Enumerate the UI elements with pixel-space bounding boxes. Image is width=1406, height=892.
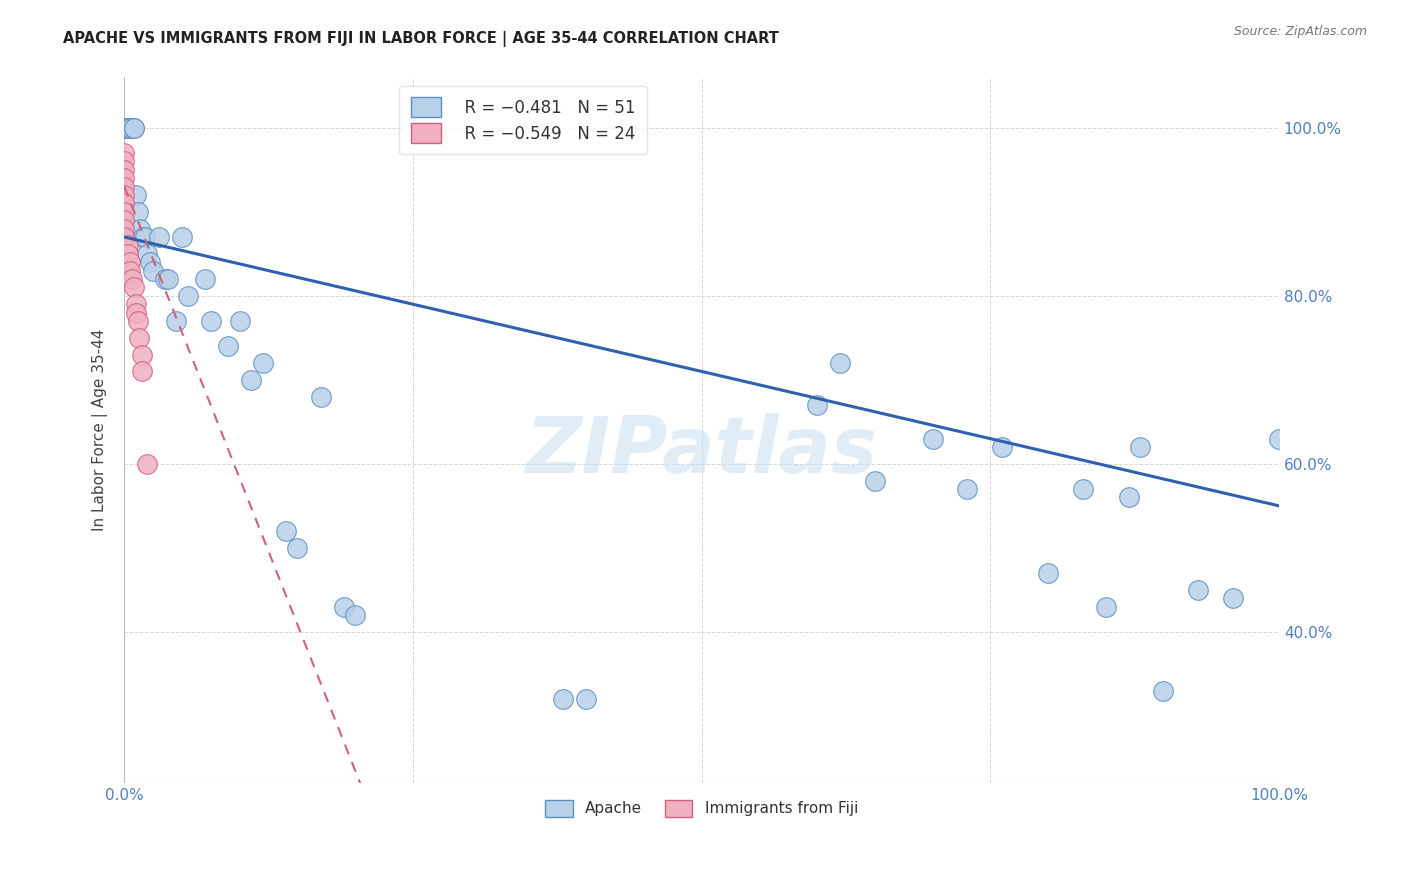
Point: [153, 272, 176, 286]
Text: APACHE VS IMMIGRANTS FROM FIJI IN LABOR FORCE | AGE 35-44 CORRELATION CHART: APACHE VS IMMIGRANTS FROM FIJI IN LABOR …: [63, 31, 779, 47]
Point: [125, 297, 148, 311]
Point: [1222, 591, 1244, 606]
Point: [131, 364, 153, 378]
Point: [112, 213, 135, 227]
Point: [1094, 599, 1116, 614]
Point: [274, 524, 297, 538]
Point: [956, 482, 979, 496]
Point: [112, 230, 135, 244]
Point: [240, 373, 263, 387]
Point: [112, 154, 135, 169]
Point: [863, 474, 886, 488]
Point: [830, 356, 852, 370]
Point: [112, 146, 135, 161]
Point: [575, 692, 598, 706]
Point: [112, 221, 135, 235]
Point: [229, 314, 252, 328]
Point: [806, 398, 828, 412]
Point: [120, 120, 142, 135]
Point: [125, 188, 148, 202]
Point: [1071, 482, 1094, 496]
Point: [1129, 440, 1152, 454]
Point: [165, 314, 187, 328]
Point: [332, 599, 354, 614]
Point: [122, 120, 145, 135]
Point: [287, 541, 309, 555]
Point: [117, 247, 139, 261]
Point: [132, 230, 155, 244]
Point: [112, 120, 135, 135]
Point: [112, 120, 135, 135]
Point: [112, 120, 135, 135]
Legend: Apache, Immigrants from Fiji: Apache, Immigrants from Fiji: [537, 792, 866, 825]
Point: [200, 314, 222, 328]
Point: [921, 432, 943, 446]
Point: [177, 289, 200, 303]
Point: [138, 255, 160, 269]
Point: [217, 339, 239, 353]
Point: [112, 162, 135, 177]
Point: [1187, 582, 1209, 597]
Point: [157, 272, 180, 286]
Point: [117, 238, 139, 252]
Point: [1118, 491, 1140, 505]
Point: [170, 230, 193, 244]
Point: [112, 120, 135, 135]
Y-axis label: In Labor Force | Age 35-44: In Labor Force | Age 35-44: [93, 329, 108, 532]
Text: ZIPatlas: ZIPatlas: [526, 413, 877, 490]
Point: [136, 247, 159, 261]
Point: [118, 120, 141, 135]
Point: [112, 188, 135, 202]
Text: Source: ZipAtlas.com: Source: ZipAtlas.com: [1233, 25, 1367, 38]
Point: [112, 171, 135, 186]
Point: [122, 120, 145, 135]
Point: [120, 255, 142, 269]
Point: [127, 314, 149, 328]
Point: [112, 120, 135, 135]
Point: [125, 305, 148, 319]
Point: [136, 457, 159, 471]
Point: [142, 263, 165, 277]
Point: [127, 204, 149, 219]
Point: [551, 692, 574, 706]
Point: [991, 440, 1014, 454]
Point: [1268, 432, 1291, 446]
Point: [148, 230, 170, 244]
Point: [344, 608, 367, 623]
Point: [112, 204, 135, 219]
Point: [128, 331, 150, 345]
Point: [112, 196, 135, 211]
Point: [309, 390, 332, 404]
Point: [121, 272, 143, 286]
Point: [134, 230, 156, 244]
Point: [1153, 683, 1175, 698]
Point: [194, 272, 217, 286]
Point: [122, 280, 145, 294]
Point: [131, 348, 153, 362]
Point: [129, 221, 152, 235]
Point: [112, 179, 135, 194]
Point: [252, 356, 274, 370]
Point: [120, 263, 142, 277]
Point: [1036, 566, 1059, 580]
